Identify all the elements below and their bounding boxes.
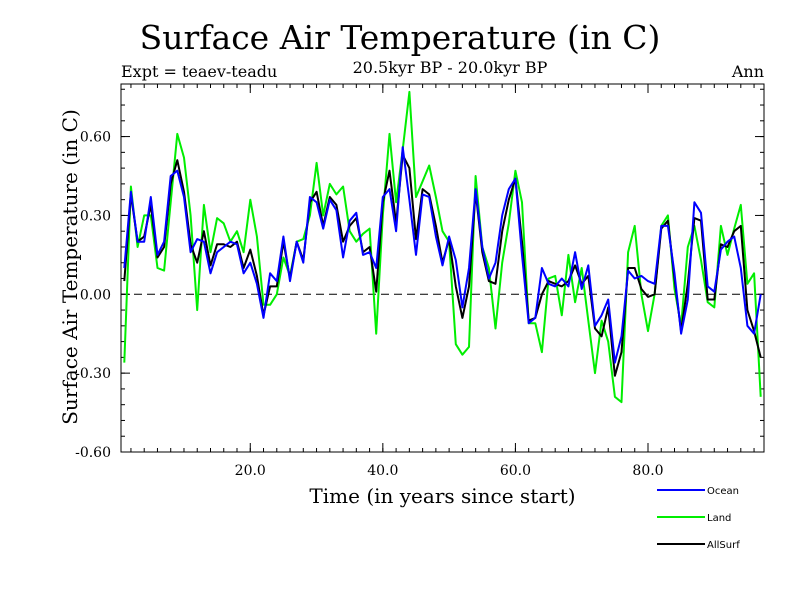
- x-axis-label: Time (in years since start): [309, 484, 576, 508]
- x-tick-label: 60.0: [500, 463, 531, 479]
- y-tick-label: 0.60: [80, 130, 111, 146]
- x-tick-label: 20.0: [235, 463, 266, 479]
- x-tick-label: 80.0: [632, 463, 663, 479]
- y-tick-label: -0.60: [75, 445, 111, 461]
- experiment-label: Expt = teaev-teadu: [121, 62, 278, 81]
- legend-label-allsurf: AllSurf: [707, 540, 740, 551]
- plot-frame: [120, 83, 765, 453]
- series-line-ocean: [123, 146, 762, 364]
- legend-label-land: Land: [707, 513, 731, 524]
- series-line-land: [123, 90, 762, 404]
- x-tick-label: 40.0: [367, 463, 398, 479]
- season-label: Ann: [731, 62, 764, 81]
- chart-title: Surface Air Temperature (in C): [139, 18, 661, 57]
- legend-label-ocean: Ocean: [707, 486, 739, 497]
- y-tick-label: -0.30: [75, 366, 111, 382]
- y-tick-label: 0.30: [80, 208, 111, 224]
- y-tick-label: 0.00: [80, 287, 111, 303]
- period-subtitle: 20.5kyr BP - 20.0kyr BP: [352, 58, 548, 77]
